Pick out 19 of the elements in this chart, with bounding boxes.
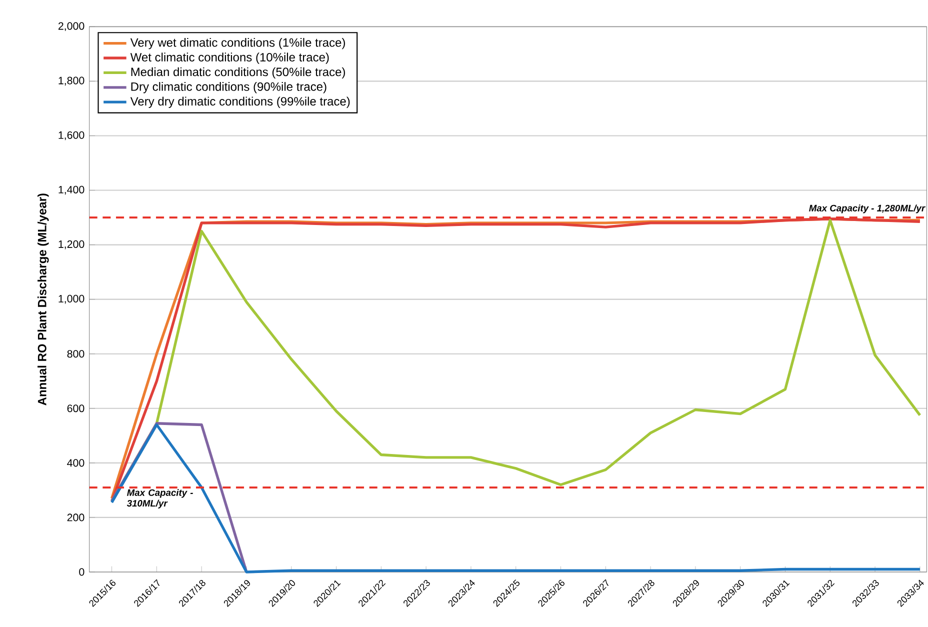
y-tick-label: 1,200 bbox=[58, 240, 84, 250]
y-tick-label: 600 bbox=[67, 404, 84, 412]
y-tick-label: 1,400 bbox=[58, 186, 84, 195]
legend-label: Wet climatic conditions (10%ile trace) bbox=[130, 52, 329, 64]
legend-label: Very dry dimatic conditions (99%ile trace) bbox=[130, 96, 350, 108]
y-tick-label: 0 bbox=[79, 568, 84, 576]
ref-line-label: Max Capacity - 310ML/yr bbox=[126, 489, 193, 509]
legend-label: Median dimatic conditions (50%ile trace) bbox=[131, 68, 345, 79]
y-tick-label: 200 bbox=[67, 514, 84, 522]
y-axis-title: Annual RO Plant Discharge (ML/year) bbox=[38, 194, 49, 406]
y-tick-label: 1,000 bbox=[58, 295, 84, 304]
y-tick-label: 1,600 bbox=[58, 131, 84, 140]
legend-label: Dry climatic conditions (90%ile trace) bbox=[131, 82, 326, 94]
y-tick-label: 1,800 bbox=[58, 76, 84, 86]
y-tick-label: 2,000 bbox=[58, 22, 84, 32]
y-tick-label: 400 bbox=[67, 459, 84, 467]
y-tick-label: 800 bbox=[67, 350, 84, 358]
legend-label: Very wet dimatic conditions (1%ile trace) bbox=[130, 38, 345, 50]
ref-line-label: Max Capacity - 1,280ML/yr bbox=[809, 204, 926, 214]
